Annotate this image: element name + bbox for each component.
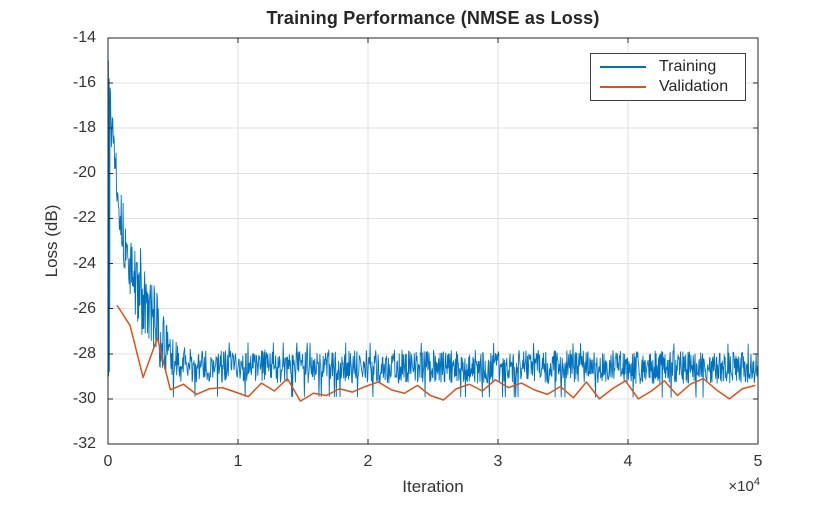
- y-tick-label: -14: [72, 29, 96, 46]
- y-tick-label: -22: [72, 209, 96, 227]
- x-tick-label: 2: [363, 453, 373, 470]
- plot-border: [107, 37, 759, 445]
- x-tick-label: 1: [233, 453, 243, 470]
- x-tick-label: 0: [103, 453, 113, 470]
- validation-series-line: [116, 304, 756, 402]
- legend: Training Validation: [590, 53, 746, 101]
- y-tick-label: -26: [72, 299, 96, 317]
- y-tick-label: -30: [72, 389, 96, 407]
- training-series-line: [108, 42, 758, 398]
- x-axis-multiplier-exponent: 4: [753, 476, 760, 488]
- y-tick-label: -32: [72, 435, 96, 452]
- legend-entry-training: Training: [591, 57, 745, 77]
- legend-entry-validation: Validation: [591, 77, 745, 97]
- y-tick-label: -16: [72, 74, 96, 92]
- y-tick-label: -18: [72, 119, 96, 137]
- chart-title: Training Performance (NMSE as Loss): [266, 8, 600, 28]
- legend-label-training: Training: [659, 58, 717, 75]
- x-tick-label: 5: [753, 453, 763, 470]
- y-tick-label: -28: [72, 344, 96, 362]
- y-tick-label: -24: [72, 254, 96, 272]
- x-tick-label: 3: [493, 453, 503, 470]
- x-axis-label: Iteration: [402, 477, 464, 496]
- x-axis-multiplier-base: ×10: [728, 478, 754, 495]
- validation-line-sample: [600, 86, 646, 88]
- y-tick-label: -20: [72, 164, 96, 182]
- x-axis-multiplier: ×104: [728, 476, 760, 495]
- x-tick-label: 4: [623, 453, 633, 470]
- legend-label-validation: Validation: [659, 78, 729, 95]
- training-line-sample: [600, 66, 646, 68]
